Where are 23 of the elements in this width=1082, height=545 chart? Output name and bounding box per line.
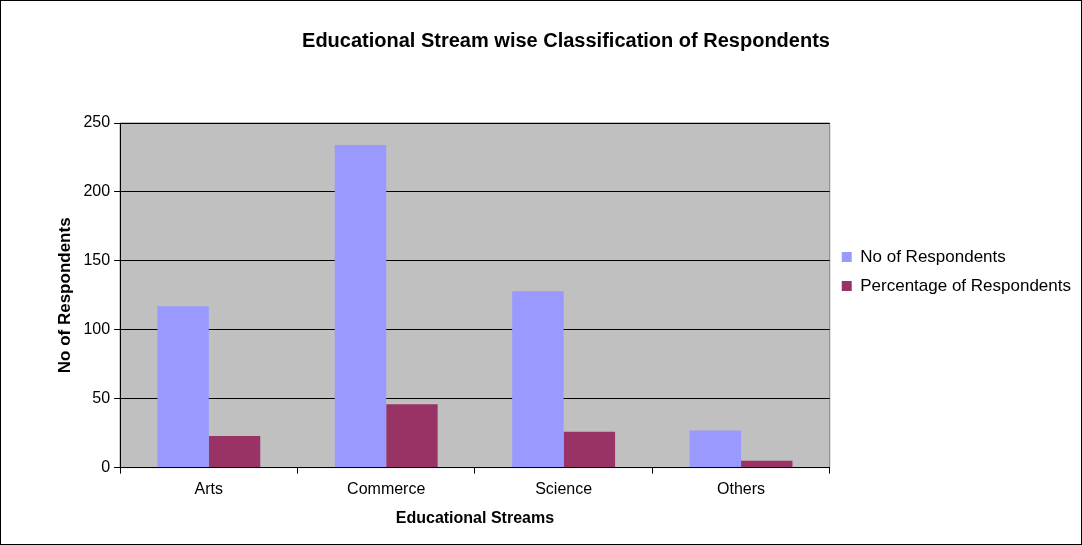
y-tick-label: 50 — [92, 389, 111, 407]
bar — [512, 291, 564, 468]
bar — [741, 460, 793, 468]
bar — [386, 404, 438, 468]
bar — [689, 430, 742, 468]
y-tick-label: 0 — [101, 458, 111, 476]
x-tick-label: Science — [535, 479, 593, 497]
x-tick-label: Others — [717, 479, 766, 497]
y-tick-label: 100 — [83, 320, 111, 338]
bar — [208, 435, 261, 468]
bar — [563, 431, 616, 468]
legend-label: No of Respondents — [860, 246, 1006, 266]
y-tick-label: 150 — [83, 251, 111, 269]
bar — [334, 145, 387, 468]
y-axis-title: No of Respondents — [54, 217, 74, 374]
x-tick-label: Commerce — [347, 479, 426, 497]
x-tick-label: Arts — [194, 479, 224, 497]
y-tick-label: 200 — [83, 182, 111, 200]
legend-label: Percentage of Respondents — [860, 275, 1072, 295]
y-tick-label: 250 — [83, 113, 111, 131]
bar — [157, 306, 209, 468]
x-axis-title: Educational Streams — [395, 508, 555, 526]
chart-title: Educational Stream wise Classification of Respondents — [302, 28, 830, 51]
